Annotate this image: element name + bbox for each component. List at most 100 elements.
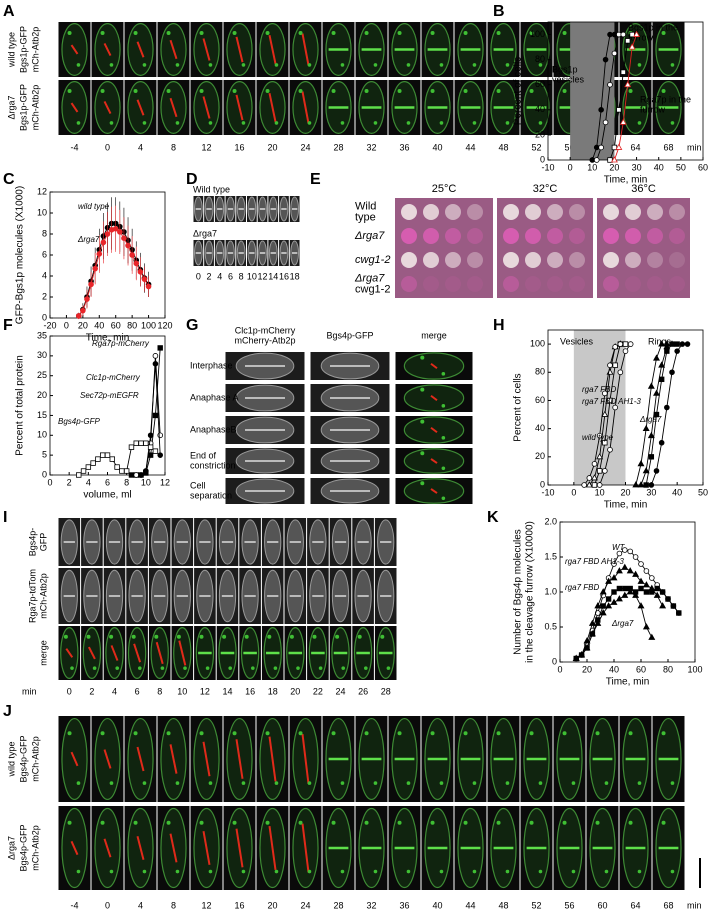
data-point [628,43,636,50]
row-label: wild type [6,741,16,777]
data-point [599,588,607,595]
time-label: 14 [222,686,232,696]
time-label: 8 [157,686,162,696]
data-point [665,596,671,602]
spindle [70,44,79,55]
panel-letter: A [3,3,15,20]
spot [175,869,180,874]
y-tick-label: 100 [530,338,545,348]
data-point [616,550,623,557]
data-point [578,651,586,658]
data-point [583,644,591,651]
series-label: Bgs4p-GFP [58,417,100,426]
spot [505,121,510,125]
x-tick-label: 100 [141,320,156,330]
row-label: Bgs1p-GFP [18,84,28,131]
x-axis-label: Time, min [604,175,648,186]
time-label: 12 [258,271,268,281]
x-tick-label: 120 [157,320,172,330]
colony-spot [603,204,619,220]
series-label: rga7 FBD [565,583,599,592]
colony-spot [669,204,685,220]
spot [397,731,402,736]
y-tick-label: 40 [535,423,545,433]
time-label: 24 [300,900,310,910]
spot [100,731,105,736]
data-point [572,654,580,661]
time-unit: min [22,686,37,696]
spot [265,89,270,93]
y-tick-label: 100 [530,29,545,39]
spot [529,31,534,35]
time-label: 0 [105,142,110,152]
colony-spot [647,204,663,220]
spindle [169,39,178,60]
spindle [169,97,178,118]
series-label: Sec72p-mEGFR [80,391,139,400]
spot [76,781,81,785]
data-point [642,424,650,432]
spindle [235,36,244,63]
spot [100,31,105,35]
spot [199,731,204,736]
data-point [583,637,591,644]
data-point [612,404,618,411]
x-tick-label: -10 [541,487,554,497]
spot [472,869,477,874]
data-point [75,313,82,319]
spindle [155,641,164,665]
x-tick-label: 0 [64,320,69,330]
x-tick-label: 30 [632,162,642,172]
data-point [615,567,623,574]
spot [274,869,279,874]
data-point [137,268,144,275]
row-label: AnaphaseB [190,424,237,434]
spot [331,731,336,736]
data-point [616,585,623,592]
spindle [430,426,438,434]
x-tick-label: 60 [636,664,646,674]
panel-letter: J [3,703,12,720]
data-point [648,482,655,488]
spot [307,781,312,785]
spot [661,31,666,35]
spot [335,634,340,639]
data-point [594,619,602,626]
time-label: 52 [531,900,541,910]
spot [472,781,477,785]
data-point [593,157,600,163]
colony-spot [569,228,585,244]
spot [265,731,270,736]
data-point [605,577,613,584]
data-point [616,107,622,113]
spot [661,89,666,93]
spot [241,869,246,874]
data-point [653,468,660,474]
y-tick-label: 25 [37,370,47,380]
data-point [80,468,87,474]
spindle [103,749,112,769]
spot [505,63,510,67]
spot [538,121,543,125]
column-header: Bgs4p-GFP [326,330,373,340]
row-label: GFP [38,533,48,552]
spot [661,731,666,736]
colony-spot [503,252,519,268]
spot [133,89,138,93]
spot [430,820,435,825]
spot [538,781,543,785]
data-point [591,461,598,467]
data-point [669,369,675,376]
colony-spot [401,204,417,220]
colony-spot [647,276,663,292]
spot [441,436,446,440]
spot [166,820,171,825]
data-point [668,340,676,347]
data-point [114,464,120,470]
spot [133,31,138,35]
data-point [100,452,106,458]
series-label: Δrga7 [77,235,100,244]
data-point [642,623,650,630]
series-label: rga7 FBD [582,385,616,394]
data-point [626,588,634,595]
